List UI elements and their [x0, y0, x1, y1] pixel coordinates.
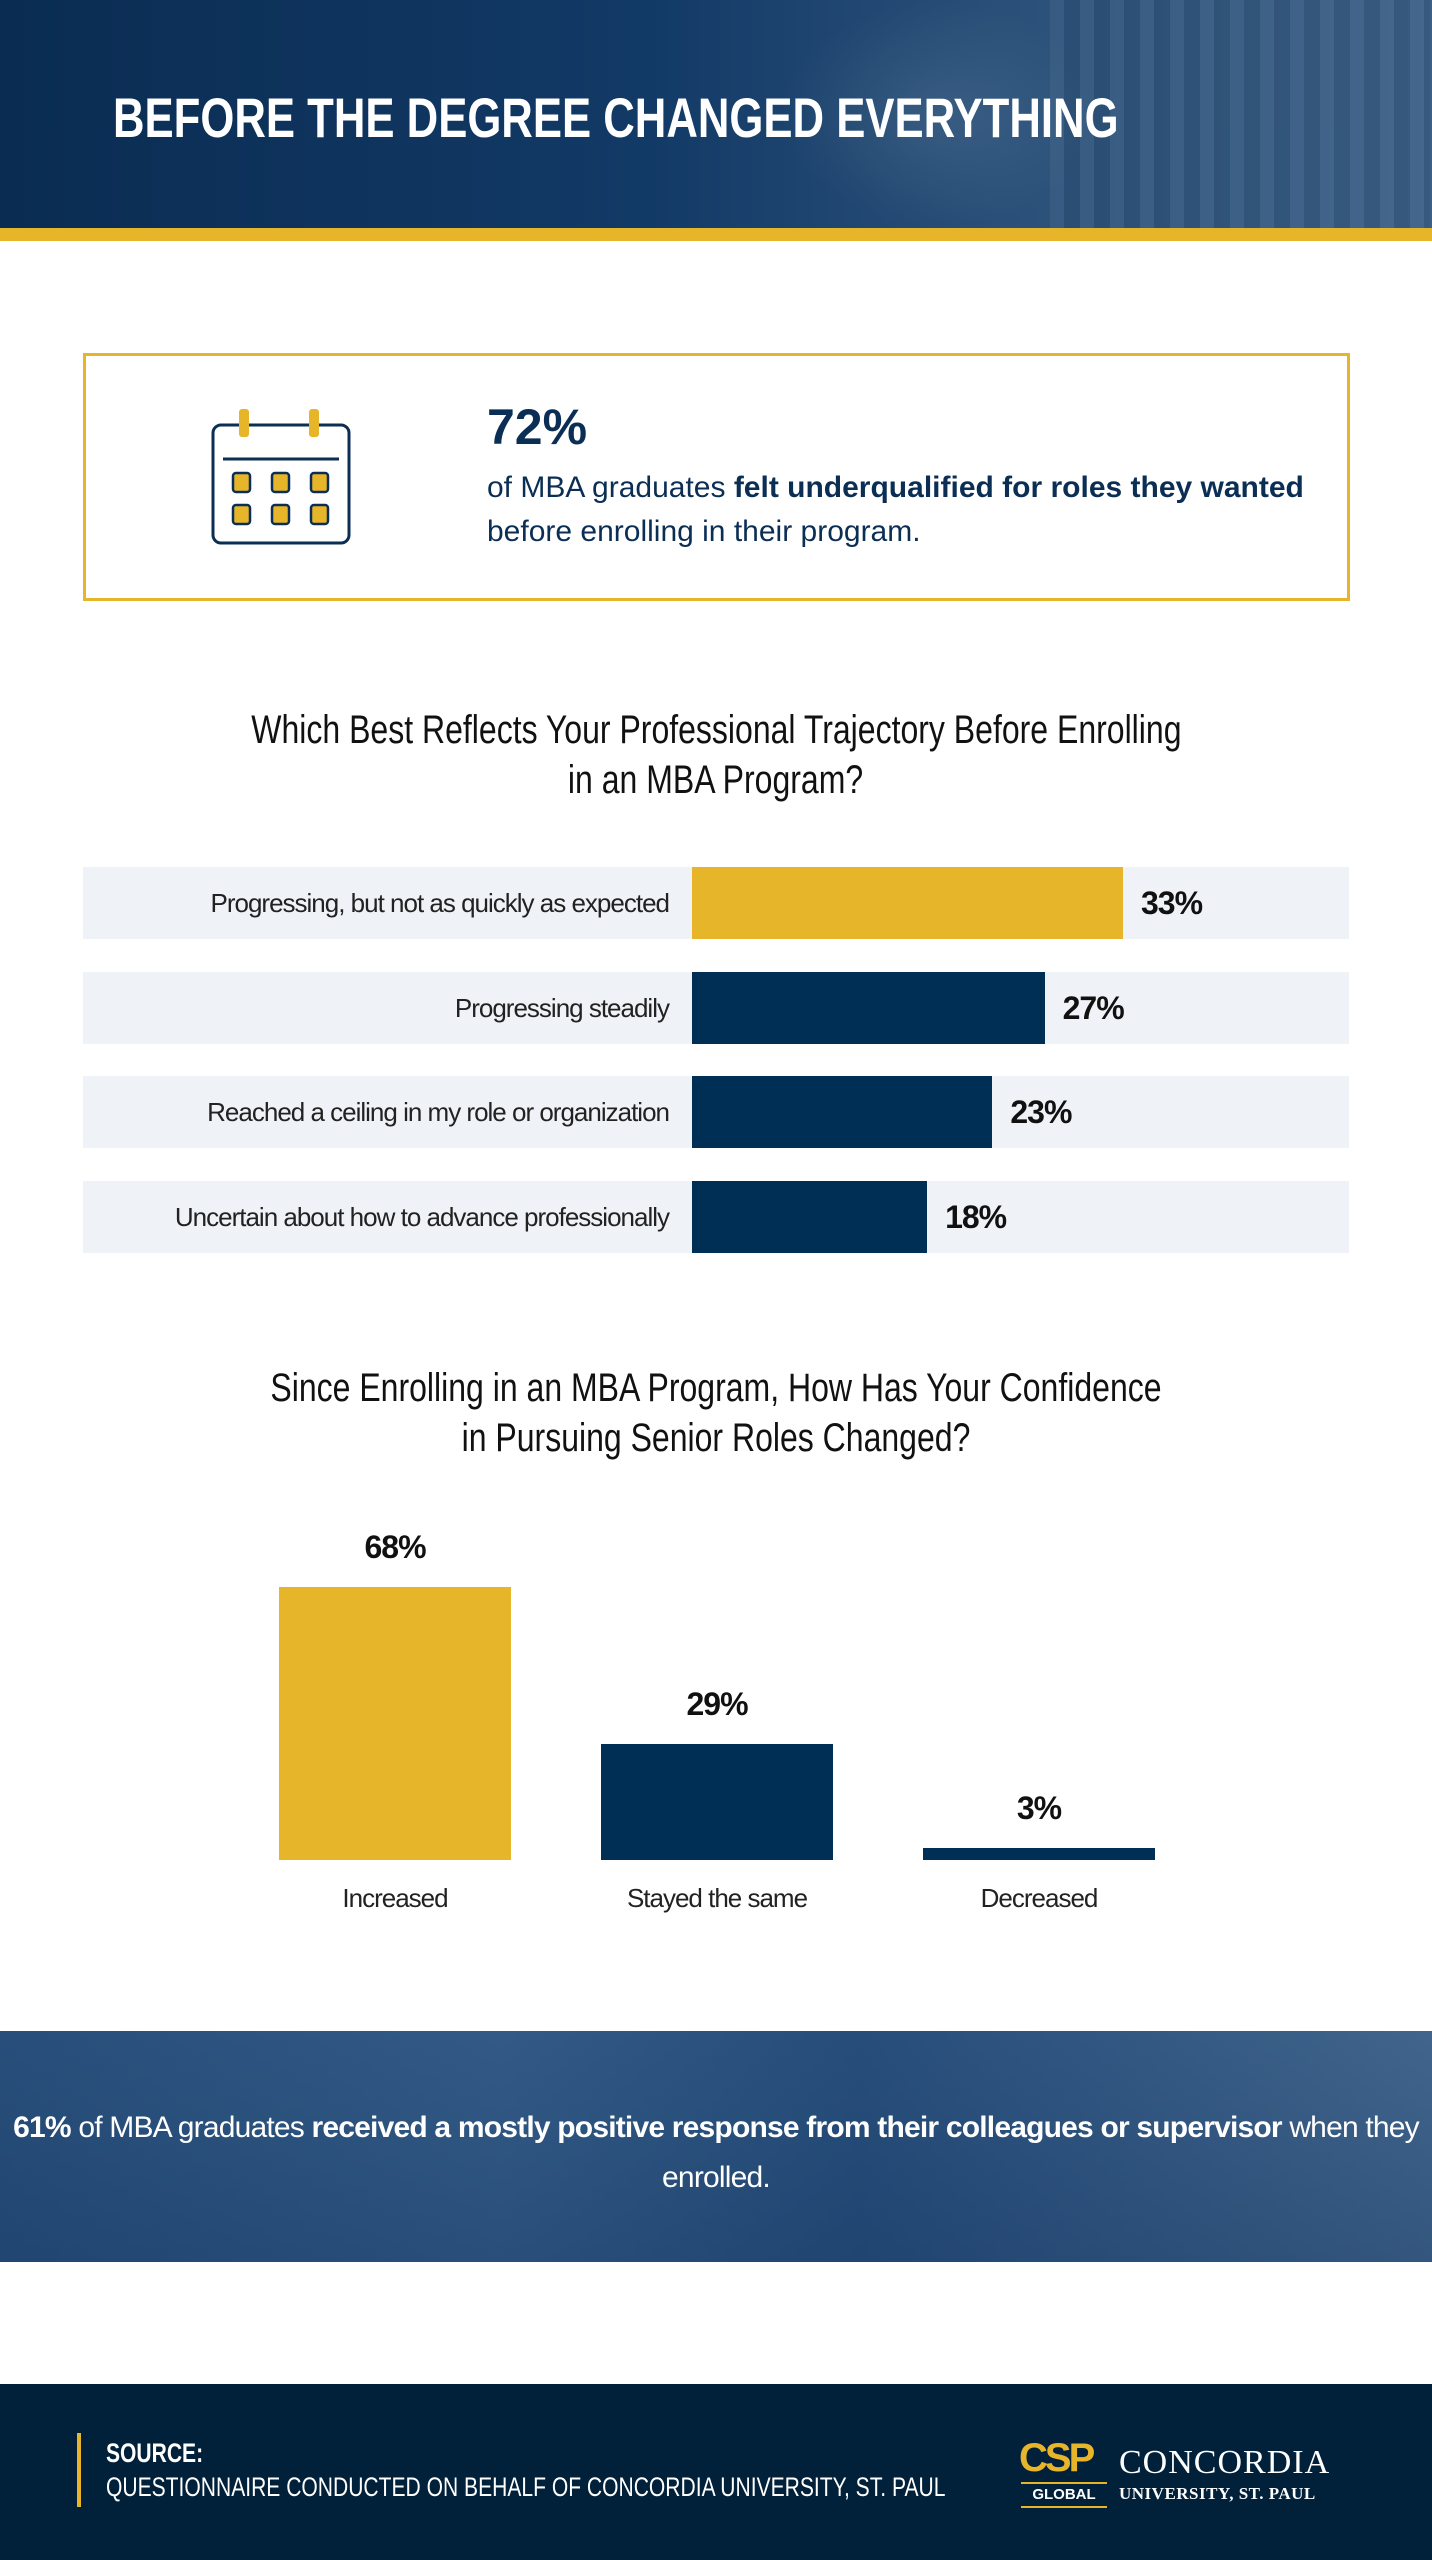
column-value-label: 3% [1016, 1789, 1062, 1826]
column-bar [279, 1587, 511, 1860]
bar-label: Progressing, but not as quickly as expec… [210, 888, 670, 918]
footer: SOURCE: QUESTIONNAIRE CONDUCTED ON BEHAL… [0, 2384, 1432, 2560]
banner-text: 61% of MBA graduates received a mostly p… [13, 2111, 1420, 2194]
column-category-label: Stayed the same [626, 1883, 808, 1913]
bar-value-label: 27% [1062, 990, 1125, 1026]
bar-label: Progressing steadily [454, 993, 670, 1023]
bar-row: Progressing, but not as quickly as expec… [83, 867, 1349, 939]
column-value-label: 29% [686, 1685, 748, 1722]
bar-value-label: 33% [1140, 885, 1203, 921]
bar [692, 1181, 928, 1253]
bar [692, 972, 1045, 1044]
bar-label: Reached a ceiling in my role or organiza… [207, 1097, 670, 1127]
stat-banner: 61% of MBA graduates received a mostly p… [0, 2031, 1432, 2262]
bar-value-label: 23% [1010, 1094, 1072, 1130]
header-photo-overlay [780, 0, 1100, 228]
header-banner: BEFORE THE DEGREE CHANGED EVERYTHING [0, 0, 1432, 228]
callout-stat: 72% [487, 399, 588, 455]
bar-value-label: 18% [945, 1199, 1007, 1235]
header-photo-bookshelf [1050, 0, 1430, 228]
bar [692, 1076, 993, 1148]
page-title: BEFORE THE DEGREE CHANGED EVERYTHING [113, 86, 1119, 149]
column-bar [601, 1743, 833, 1860]
gold-divider [0, 228, 1432, 241]
bar-row: Uncertain about how to advance professio… [83, 1181, 1349, 1253]
logo-name: CONCORDIA [1119, 2444, 1331, 2481]
logo-sub: GLOBAL [1021, 2482, 1107, 2508]
logo-mark: CSP [1019, 2436, 1095, 2480]
source-accent-bar [77, 2433, 81, 2507]
column-category-label: Increased [342, 1883, 448, 1913]
bar-label: Uncertain about how to advance professio… [174, 1202, 670, 1232]
source-text: QUESTIONNAIRE CONDUCTED ON BEHALF OF CON… [106, 2472, 946, 2502]
bar-row: Progressing steadily 27% [83, 972, 1349, 1044]
column-category-label: Decreased [980, 1883, 1099, 1913]
bar [692, 867, 1123, 939]
chart1-title: Which Best Reflects Your Professional Tr… [250, 708, 1182, 802]
column-value-label: 68% [364, 1529, 426, 1566]
banner-photo-overlay [0, 2031, 1432, 2262]
callout-text: of MBA graduates felt underqualified for… [487, 471, 1304, 548]
bar-row: Reached a ceiling in my role or organiza… [83, 1076, 1349, 1148]
source-label: SOURCE: [106, 2438, 204, 2468]
logo-tagline: UNIVERSITY, ST. PAUL [1119, 2484, 1316, 2503]
stat-callout [83, 353, 1350, 601]
column-bar [923, 1847, 1155, 1860]
calendar-icon [211, 409, 351, 545]
concordia-logo: CSP GLOBAL CONCORDIA UNIVERSITY, ST. PAU… [1019, 2436, 1359, 2516]
chart2-title: Since Enrolling in an MBA Program, How H… [270, 1366, 1162, 1460]
